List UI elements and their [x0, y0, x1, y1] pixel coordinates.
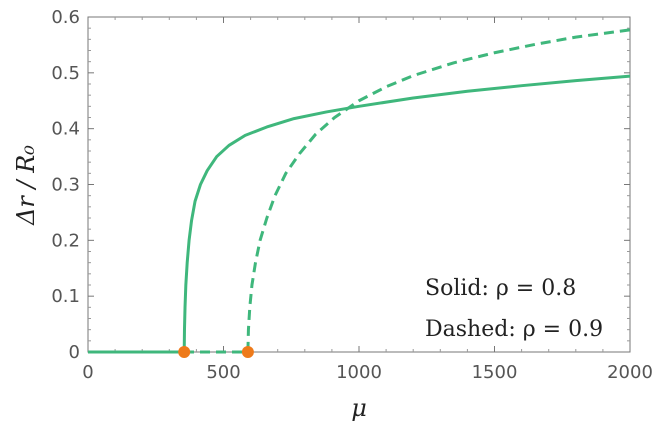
y-tick-label: 0.5: [51, 63, 80, 84]
y-tick-label: 0.1: [51, 286, 80, 307]
y-tick-label: 0.6: [51, 7, 80, 28]
plot-frame: [87, 16, 631, 353]
y-tick-label: 0.3: [51, 175, 80, 196]
bifurcation-marker: [241, 346, 254, 358]
y-tick-label: 0: [69, 342, 80, 363]
y-tick-label: 0.2: [51, 230, 80, 251]
y-tick-label: 0.4: [51, 119, 80, 140]
y-axis-label: Δr / R₀: [12, 145, 40, 226]
bifurcation-marker: [178, 346, 191, 358]
annotation-dashed: Dashed: ρ = 0.9: [425, 317, 603, 342]
x-axis-label: μ: [351, 394, 367, 422]
x-tick-label: 2000: [607, 362, 653, 383]
series-line-dashed: [88, 28, 631, 354]
x-tick-label: 0: [82, 362, 93, 383]
x-tick-label: 1000: [336, 362, 382, 383]
x-tick-label: 500: [206, 362, 240, 383]
annotation-solid: Solid: ρ = 0.8: [425, 276, 576, 301]
series-line-solid: [88, 74, 631, 354]
x-tick-label: 1500: [472, 362, 518, 383]
